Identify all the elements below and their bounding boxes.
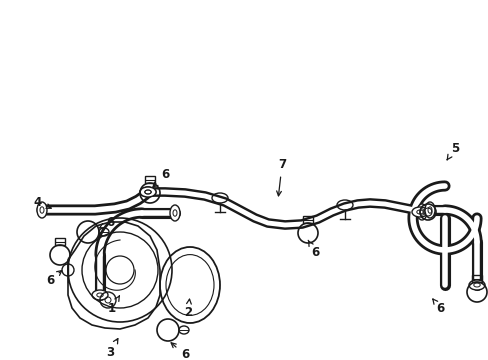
Text: 6: 6 [432, 299, 443, 315]
Ellipse shape [140, 187, 156, 197]
Text: 6: 6 [171, 343, 189, 360]
Ellipse shape [170, 205, 180, 221]
Text: 7: 7 [276, 158, 285, 196]
Text: 3: 3 [106, 339, 118, 359]
Ellipse shape [424, 202, 434, 218]
Text: 5: 5 [446, 141, 458, 160]
Text: 4: 4 [34, 195, 51, 208]
Text: 6: 6 [100, 216, 114, 229]
Text: 6: 6 [307, 240, 319, 258]
Ellipse shape [37, 202, 47, 218]
Ellipse shape [92, 290, 108, 300]
Ellipse shape [416, 204, 426, 220]
Ellipse shape [411, 207, 427, 217]
Text: 6: 6 [153, 168, 169, 187]
Ellipse shape [468, 280, 484, 290]
Text: 6: 6 [46, 271, 61, 287]
Text: 1: 1 [108, 296, 119, 315]
Text: 2: 2 [183, 299, 192, 319]
Ellipse shape [140, 187, 156, 197]
